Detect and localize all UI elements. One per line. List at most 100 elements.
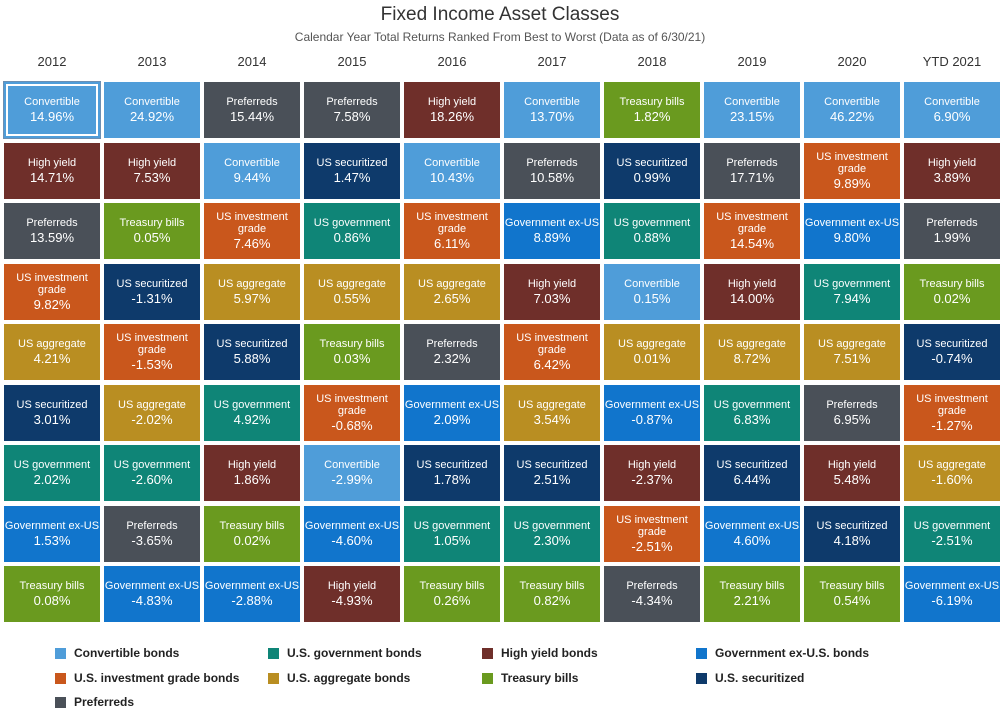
asset-class-label: High yield: [527, 277, 577, 290]
year-header: 2020: [837, 54, 867, 69]
return-cell: Convertible 14.96%: [4, 82, 100, 138]
legend-item: U.S. securitized: [696, 671, 804, 685]
asset-class-label: US investment grade: [416, 210, 488, 235]
return-value: 0.54%: [833, 592, 871, 608]
return-value: 0.86%: [333, 229, 371, 245]
legend-item: U.S. aggregate bonds: [268, 671, 410, 685]
asset-class-label: US government: [713, 398, 791, 411]
asset-class-label: US government: [413, 519, 491, 532]
legend-label: Treasury bills: [501, 671, 579, 685]
asset-class-label: US aggregate: [18, 337, 86, 350]
legend-swatch: [482, 672, 493, 684]
return-value: -2.60%: [131, 471, 173, 487]
return-cell: Government ex-US -0.87%: [604, 385, 700, 441]
return-value: 1.47%: [333, 169, 371, 185]
return-cell: US government 6.83%: [704, 385, 800, 441]
return-value: 1.86%: [233, 471, 271, 487]
return-value: 14.71%: [29, 169, 75, 185]
return-cell: US securitized -1.31%: [104, 264, 200, 320]
asset-class-label: US government: [13, 458, 91, 471]
asset-class-label: Government ex-US: [204, 579, 300, 592]
asset-class-label: US aggregate: [418, 277, 486, 290]
asset-class-label: High yield: [827, 458, 877, 471]
asset-class-label: US investment grade: [716, 210, 788, 235]
return-cell: Preferreds -4.34%: [604, 566, 700, 622]
return-value: 15.44%: [229, 108, 275, 124]
return-cell: Treasury bills 0.02%: [204, 506, 300, 562]
return-value: -2.51%: [931, 532, 973, 548]
return-cell: US securitized -0.74%: [904, 324, 1000, 380]
asset-class-label: US aggregate: [318, 277, 386, 290]
return-cell: High yield -2.37%: [604, 445, 700, 501]
legend-item: High yield bonds: [482, 646, 598, 660]
asset-class-label: High yield: [427, 95, 477, 108]
asset-class-label: High yield: [627, 458, 677, 471]
asset-class-label: Convertible: [124, 95, 180, 108]
return-value: 2.32%: [433, 350, 471, 366]
asset-class-label: Convertible: [524, 95, 580, 108]
return-value: 6.11%: [434, 235, 470, 251]
asset-class-label: Preferreds: [926, 216, 978, 229]
year-header: 2018: [637, 54, 667, 69]
year-header: 2019: [737, 54, 767, 69]
return-value: 9.44%: [233, 169, 271, 185]
return-cell: Treasury bills 0.82%: [504, 566, 600, 622]
asset-class-label: Government ex-US: [904, 579, 1000, 592]
asset-class-label: US investment grade: [16, 271, 88, 296]
return-value: 2.02%: [33, 471, 71, 487]
return-cell: Treasury bills 1.82%: [604, 82, 700, 138]
legend-item: Convertible bonds: [55, 646, 179, 660]
return-cell: US aggregate -2.02%: [104, 385, 200, 441]
return-cell: US government 7.94%: [804, 264, 900, 320]
asset-class-label: US government: [313, 216, 391, 229]
return-value: 6.90%: [933, 108, 971, 124]
return-value: -3.65%: [131, 532, 173, 548]
return-value: 6.42%: [533, 356, 571, 372]
asset-class-label: Convertible: [724, 95, 780, 108]
return-cell: High yield 18.26%: [404, 82, 500, 138]
return-value: 4.92%: [233, 411, 271, 427]
return-cell: US aggregate 5.97%: [204, 264, 300, 320]
return-value: 1.05%: [433, 532, 471, 548]
legend-label: U.S. investment grade bonds: [74, 671, 240, 685]
return-value: -2.02%: [131, 411, 173, 427]
return-value: 0.01%: [633, 350, 671, 366]
return-cell: US aggregate 2.65%: [404, 264, 500, 320]
asset-class-label: Government ex-US: [304, 519, 400, 532]
return-value: 24.92%: [129, 108, 175, 124]
return-value: 2.30%: [533, 532, 571, 548]
return-value: -0.68%: [331, 417, 373, 433]
return-cell: US investment grade 14.54%: [704, 203, 800, 259]
year-header: 2013: [137, 54, 167, 69]
return-cell: Government ex-US -2.88%: [204, 566, 300, 622]
return-value: 2.51%: [533, 471, 571, 487]
asset-class-label: US government: [813, 277, 891, 290]
legend-swatch: [55, 696, 66, 708]
return-cell: Government ex-US -4.83%: [104, 566, 200, 622]
asset-class-label: Treasury bills: [219, 519, 285, 532]
return-cell: US government 1.05%: [404, 506, 500, 562]
return-value: 0.02%: [933, 290, 971, 306]
return-cell: Treasury bills 0.05%: [104, 203, 200, 259]
asset-class-label: Government ex-US: [704, 519, 800, 532]
return-cell: Preferreds 15.44%: [204, 82, 300, 138]
asset-class-label: Government ex-US: [4, 519, 100, 532]
legend-swatch: [268, 647, 279, 659]
year-header: 2016: [437, 54, 467, 69]
year-header: 2014: [237, 54, 267, 69]
return-value: -4.34%: [631, 592, 673, 608]
return-value: 7.03%: [533, 290, 571, 306]
legend-label: Preferreds: [74, 695, 135, 709]
asset-class-label: Preferreds: [826, 398, 878, 411]
return-cell: Treasury bills 0.26%: [404, 566, 500, 622]
return-cell: High yield 3.89%: [904, 143, 1000, 199]
return-value: 1.78%: [433, 471, 471, 487]
chart-title: Fixed Income Asset Classes: [380, 4, 620, 25]
asset-class-label: Treasury bills: [319, 337, 385, 350]
return-value: 0.88%: [633, 229, 671, 245]
asset-class-label: US securitized: [516, 458, 588, 471]
return-value: 0.02%: [233, 532, 271, 548]
return-cell: US aggregate 8.72%: [704, 324, 800, 380]
asset-class-label: US investment grade: [616, 513, 688, 538]
return-cell: Government ex-US 8.89%: [504, 203, 600, 259]
